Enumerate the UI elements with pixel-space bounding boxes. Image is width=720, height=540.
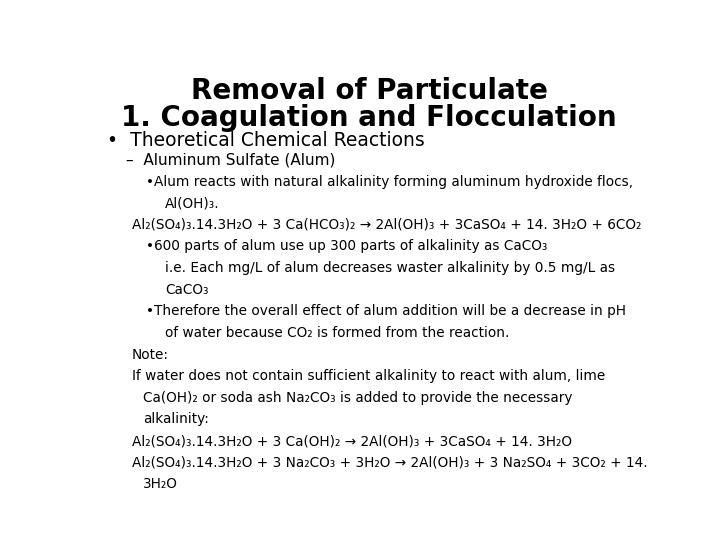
Text: 3H₂O: 3H₂O (143, 477, 178, 491)
Text: alkalinity:: alkalinity: (143, 413, 209, 427)
Text: 1. Coagulation and Flocculation: 1. Coagulation and Flocculation (121, 104, 617, 132)
Text: Alum reacts with natural alkalinity forming aluminum hydroxide flocs,: Alum reacts with natural alkalinity form… (154, 174, 634, 188)
Text: Al₂(SO₄)₃.14.3H₂O + 3 Ca(HCO₃)₂ → 2Al(OH)₃ + 3CaSO₄ + 14. 3H₂O + 6CO₂: Al₂(SO₄)₃.14.3H₂O + 3 Ca(HCO₃)₂ → 2Al(OH… (132, 218, 642, 232)
Text: Removal of Particulate: Removal of Particulate (191, 77, 547, 105)
Text: Note:: Note: (132, 348, 169, 362)
Text: •: • (145, 305, 154, 318)
Text: –  Aluminum Sulfate (Alum): – Aluminum Sulfate (Alum) (126, 153, 336, 168)
Text: CaCO₃: CaCO₃ (166, 282, 209, 296)
Text: •: • (145, 239, 154, 253)
Text: i.e. Each mg/L of alum decreases waster alkalinity by 0.5 mg/L as: i.e. Each mg/L of alum decreases waster … (166, 261, 616, 275)
Text: Ca(OH)₂ or soda ash Na₂CO₃ is added to provide the necessary: Ca(OH)₂ or soda ash Na₂CO₃ is added to p… (143, 391, 572, 405)
Text: Al₂(SO₄)₃.14.3H₂O + 3 Ca(OH)₂ → 2Al(OH)₃ + 3CaSO₄ + 14. 3H₂O: Al₂(SO₄)₃.14.3H₂O + 3 Ca(OH)₂ → 2Al(OH)₃… (132, 434, 572, 448)
Text: Al₂(SO₄)₃.14.3H₂O + 3 Na₂CO₃ + 3H₂O → 2Al(OH)₃ + 3 Na₂SO₄ + 3CO₂ + 14.: Al₂(SO₄)₃.14.3H₂O + 3 Na₂CO₃ + 3H₂O → 2A… (132, 456, 647, 470)
Text: •: • (145, 174, 154, 188)
Text: Al(OH)₃.: Al(OH)₃. (166, 196, 220, 210)
Text: of water because CO₂ is formed from the reaction.: of water because CO₂ is formed from the … (166, 326, 510, 340)
Text: Therefore the overall effect of alum addition will be a decrease in pH: Therefore the overall effect of alum add… (154, 305, 626, 318)
Text: 600 parts of alum use up 300 parts of alkalinity as CaCO₃: 600 parts of alum use up 300 parts of al… (154, 239, 547, 253)
Text: If water does not contain sufficient alkalinity to react with alum, lime: If water does not contain sufficient alk… (132, 369, 605, 383)
Text: •  Theoretical Chemical Reactions: • Theoretical Chemical Reactions (107, 131, 425, 150)
